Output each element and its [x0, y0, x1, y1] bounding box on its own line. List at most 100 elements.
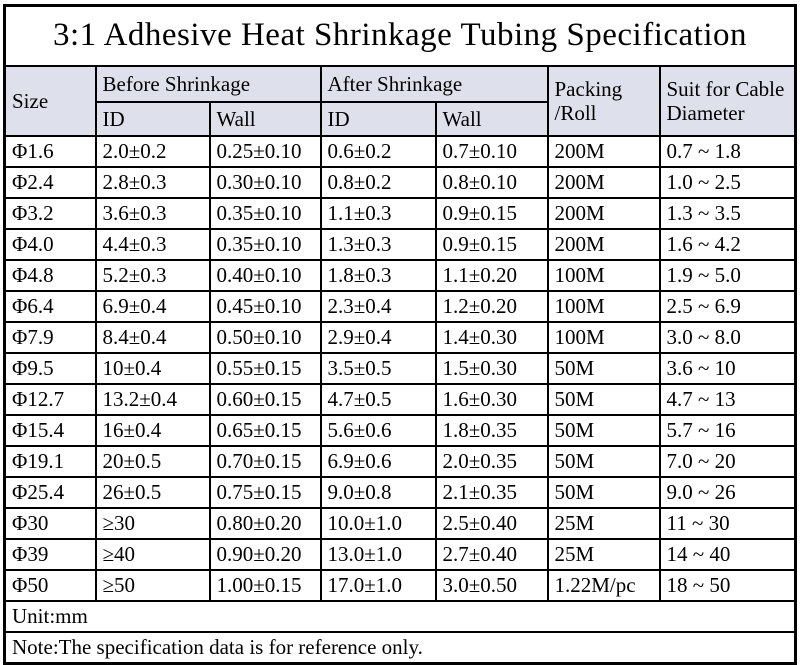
packing-label-line2: /Roll	[554, 101, 597, 125]
table-row: Φ9.5 10±0.4 0.55±0.15 3.5±0.5 1.5±0.30 50M 3.6…	[3, 352, 797, 385]
header-row-2: ID Wall ID Wall	[5, 101, 796, 137]
after-wall-cell: 1.2±0.20	[434, 290, 549, 323]
after-wall-cell: 0.7±0.10	[434, 135, 549, 168]
unit-note: Unit:mm	[3, 600, 797, 633]
header-row-1: Size Before Shrinkage After Shrinkage Pa…	[3, 65, 797, 137]
before-wall-cell: 0.35±0.10	[208, 197, 322, 230]
packing-cell: 200M	[546, 166, 661, 199]
before-id-cell: 5.2±0.3	[94, 259, 211, 292]
cable-diameter-cell: 5.7 ~ 16	[658, 414, 797, 447]
size-cell: Φ12.7	[3, 383, 97, 416]
table-body: Φ1.6 2.0±0.2 0.25±0.10 0.6±0.2 0.7±0.10 200M 0…	[3, 135, 797, 602]
before-wall-cell: 0.60±0.15	[208, 383, 322, 416]
table-row: Φ7.9 8.4±0.4 0.50±0.10 2.9±0.4 1.4±0.30 100M 3…	[3, 321, 797, 354]
after-id-cell: 0.8±0.2	[319, 166, 437, 199]
before-wall-cell: 0.55±0.15	[208, 352, 322, 385]
size-cell: Φ39	[3, 538, 97, 571]
before-id-cell: 26±0.5	[94, 476, 211, 509]
unit-row: Unit:mm	[3, 600, 797, 633]
note-row: Note:The specification data is for refer…	[3, 631, 797, 665]
after-wall-cell: 2.5±0.40	[434, 507, 549, 540]
before-id-cell: ≥30	[94, 507, 211, 540]
before-id-cell: 2.0±0.2	[94, 135, 211, 168]
size-cell: Φ4.0	[3, 228, 97, 261]
title-row: 3:1 Adhesive Heat Shrinkage Tubing Speci…	[3, 4, 797, 67]
cable-diameter-cell: 1.0 ~ 2.5	[658, 166, 797, 199]
cable-diameter-cell: 0.7 ~ 1.8	[658, 135, 797, 168]
size-cell: Φ19.1	[3, 445, 97, 478]
after-wall-cell: 2.7±0.40	[434, 538, 549, 571]
cable-diameter-cell: 2.5 ~ 6.9	[658, 290, 797, 323]
after-wall-cell: 2.0±0.35	[434, 445, 549, 478]
packing-cell: 50M	[546, 445, 661, 478]
after-id-cell: 4.7±0.5	[319, 383, 437, 416]
packing-cell: 1.22M/pc	[546, 569, 661, 602]
table-row: Φ6.4 6.9±0.4 0.45±0.10 2.3±0.4 1.2±0.20 100M 2…	[3, 290, 797, 323]
after-wall-cell: 1.8±0.35	[434, 414, 549, 447]
cable-label-line1: Suit for Cable	[666, 76, 785, 101]
cable-diameter-cell: 18 ~ 50	[658, 569, 797, 602]
after-id-cell: 2.3±0.4	[319, 290, 437, 323]
before-id-cell: 20±0.5	[94, 445, 211, 478]
column-header-before-shrinkage: Before Shrinkage	[94, 65, 322, 103]
before-wall-cell: 0.25±0.10	[208, 135, 322, 168]
size-cell: Φ2.4	[3, 166, 97, 199]
after-id-cell: 6.9±0.6	[319, 445, 437, 478]
packing-cell: 100M	[546, 321, 661, 354]
before-id-cell: 4.4±0.3	[94, 228, 211, 261]
after-id-cell: 2.9±0.4	[319, 321, 437, 354]
packing-cell: 200M	[546, 197, 661, 230]
after-wall-cell: 0.8±0.10	[434, 166, 549, 199]
after-wall-cell: 1.1±0.20	[434, 259, 549, 292]
column-header-packing: Packing /Roll	[546, 65, 661, 137]
before-id-cell: 13.2±0.4	[94, 383, 211, 416]
before-wall-cell: 1.00±0.15	[208, 569, 322, 602]
packing-cell: 50M	[546, 414, 661, 447]
before-id-cell: 10±0.4	[94, 352, 211, 385]
cable-diameter-cell: 3.6 ~ 10	[658, 352, 797, 385]
after-wall-cell: 1.4±0.30	[434, 321, 549, 354]
after-id-cell: 13.0±1.0	[319, 538, 437, 571]
size-cell: Φ25.4	[3, 476, 97, 509]
column-header-after-shrinkage: After Shrinkage	[319, 65, 549, 103]
after-id-cell: 1.8±0.3	[319, 259, 437, 292]
after-wall-cell: 0.9±0.15	[434, 228, 549, 261]
cable-diameter-cell: 4.7 ~ 13	[658, 383, 797, 416]
column-header-after-id: ID	[319, 101, 437, 137]
cable-diameter-cell: 1.6 ~ 4.2	[658, 228, 797, 261]
packing-cell: 50M	[546, 352, 661, 385]
table-row: Φ4.8 5.2±0.3 0.40±0.10 1.8±0.3 1.1±0.20 100M 1…	[3, 259, 797, 292]
cable-diameter-cell: 3.0 ~ 8.0	[658, 321, 797, 354]
after-id-cell: 9.0±0.8	[319, 476, 437, 509]
packing-cell: 25M	[546, 538, 661, 571]
before-wall-cell: 0.40±0.10	[208, 259, 322, 292]
before-wall-cell: 0.65±0.15	[208, 414, 322, 447]
after-wall-cell: 0.9±0.15	[434, 197, 549, 230]
after-id-cell: 1.1±0.3	[319, 197, 437, 230]
after-wall-cell: 2.1±0.35	[434, 476, 549, 509]
table-footer-section: Unit:mm Note:The specification data is f…	[3, 600, 797, 665]
after-id-cell: 1.3±0.3	[319, 228, 437, 261]
packing-cell: 25M	[546, 507, 661, 540]
before-wall-cell: 0.70±0.15	[208, 445, 322, 478]
before-wall-cell: 0.30±0.10	[208, 166, 322, 199]
table-row: Φ15.4 16±0.4 0.65±0.15 5.6±0.6 1.8±0.35 50M 5.…	[3, 414, 797, 447]
packing-cell: 50M	[546, 383, 661, 416]
after-wall-cell: 1.5±0.30	[434, 352, 549, 385]
table-header-section: 3:1 Adhesive Heat Shrinkage Tubing Speci…	[3, 4, 797, 137]
size-cell: Φ3.2	[3, 197, 97, 230]
after-wall-cell: 3.0±0.50	[434, 569, 549, 602]
packing-label-line1: Packing	[554, 76, 623, 101]
packing-cell: 200M	[546, 135, 661, 168]
before-wall-cell: 0.50±0.10	[208, 321, 322, 354]
table-row: Φ19.1 20±0.5 0.70±0.15 6.9±0.6 2.0±0.35 50M 7.…	[3, 445, 797, 478]
column-header-before-id: ID	[94, 101, 211, 137]
table-row: Φ30 ≥30 0.80±0.20 10.0±1.0 2.5±0.40 25M 11 ~ 3…	[3, 507, 797, 540]
before-id-cell: 6.9±0.4	[94, 290, 211, 323]
table-row: Φ25.4 26±0.5 0.75±0.15 9.0±0.8 2.1±0.35 50M 9.…	[3, 476, 797, 509]
cable-label-line2: Diameter	[666, 101, 745, 125]
column-header-cable-diameter: Suit for Cable Diameter	[658, 65, 797, 137]
after-id-cell: 17.0±1.0	[319, 569, 437, 602]
before-wall-cell: 0.90±0.20	[208, 538, 322, 571]
